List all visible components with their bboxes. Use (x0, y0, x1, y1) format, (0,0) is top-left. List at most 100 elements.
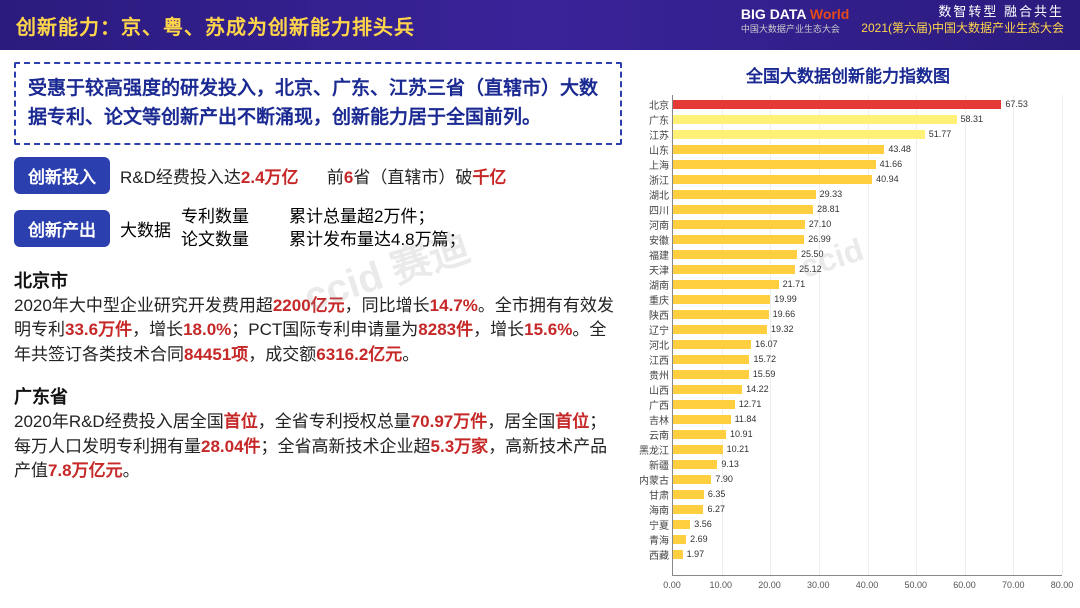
input-row: 创新投入 R&D经费投入达2.4万亿 前6省（直辖市）破千亿 (14, 157, 622, 194)
beijing-block: 北京市 2020年大中型企业研究开发费用超2200亿元，同比增长14.7%。全市… (14, 262, 622, 368)
bar-value: 40.94 (876, 174, 899, 184)
bar-label: 内蒙古 (629, 472, 669, 487)
bar-label: 山东 (629, 142, 669, 157)
bar-row: 河南27.10 (673, 217, 1062, 232)
bar-value: 21.71 (783, 279, 806, 289)
output-col2a: 专利数量 (181, 206, 249, 229)
bar-row: 上海41.66 (673, 157, 1062, 172)
bar-label: 福建 (629, 247, 669, 262)
x-tick: 30.00 (807, 580, 830, 590)
bar-row: 浙江40.94 (673, 172, 1062, 187)
bar-row: 贵州15.59 (673, 367, 1062, 382)
left-column: 受惠于较高强度的研发投入，北京、广东、江苏三省（直辖市）大数据专利、论文等创新产… (14, 62, 622, 600)
conf-line2: 2021(第六届)中国大数据产业生态大会 (861, 21, 1064, 37)
bar: 19.99 (673, 295, 770, 304)
bar-label: 广西 (629, 397, 669, 412)
em-text: 18.0% (183, 320, 231, 339)
summary-box: 受惠于较高强度的研发投入，北京、广东、江苏三省（直辖市）大数据专利、论文等创新产… (14, 62, 622, 145)
bar-row: 安徽26.99 (673, 232, 1062, 247)
bar-value: 2.69 (690, 534, 708, 544)
bar: 26.99 (673, 235, 804, 244)
em-text: 首位 (555, 412, 589, 431)
bar-value: 3.56 (694, 519, 712, 529)
bar-label: 广东 (629, 112, 669, 127)
logo: BIG DATA World 中国大数据产业生态大会 (741, 6, 849, 35)
em-text: 5.3万家 (431, 437, 489, 456)
bar-label: 山西 (629, 382, 669, 397)
bar: 1.97 (673, 550, 683, 559)
bar: 51.77 (673, 130, 925, 139)
bar: 19.32 (673, 325, 767, 334)
bar-label: 西藏 (629, 547, 669, 562)
bar: 27.10 (673, 220, 805, 229)
bar-row: 湖北29.33 (673, 187, 1062, 202)
bar-label: 吉林 (629, 412, 669, 427)
bar: 11.84 (673, 415, 731, 424)
plain-text: ，增长 (132, 320, 183, 339)
output-col2: 专利数量 论文数量 (181, 206, 249, 252)
x-tick: 50.00 (904, 580, 927, 590)
plain-text: ，增长 (473, 320, 524, 339)
bar-value: 51.77 (929, 129, 952, 139)
bar-value: 26.99 (808, 234, 831, 244)
bar-label: 湖北 (629, 187, 669, 202)
bar: 43.48 (673, 145, 884, 154)
input-pill: 创新投入 (14, 157, 110, 194)
t: R&D经费投入达 (120, 168, 241, 187)
bar-label: 云南 (629, 427, 669, 442)
bar-row: 甘肃6.35 (673, 487, 1062, 502)
em-text: 14.7% (430, 296, 478, 315)
bar-label: 浙江 (629, 172, 669, 187)
plain-text: ，同比增长 (345, 296, 430, 315)
bar-label: 河北 (629, 337, 669, 352)
x-tick: 70.00 (1002, 580, 1025, 590)
bar-row: 宁夏3.56 (673, 517, 1062, 532)
beijing-text: 2020年大中型企业研究开发费用超2200亿元，同比增长14.7%。全市拥有有效… (14, 294, 622, 368)
conf-line1: 数智转型 融合共生 (861, 4, 1064, 21)
bar-row: 江苏51.77 (673, 127, 1062, 142)
logo-world: World (810, 6, 849, 22)
bars-wrap: 北京67.53广东58.31江苏51.77山东43.48上海41.66浙江40.… (672, 95, 1062, 576)
bar: 12.71 (673, 400, 735, 409)
em: 6 (344, 168, 353, 187)
bar-row: 河北16.07 (673, 337, 1062, 352)
gridline (1062, 95, 1063, 575)
x-tick: 10.00 (709, 580, 732, 590)
em-text: 15.6% (524, 320, 572, 339)
bar-value: 10.21 (727, 444, 750, 454)
output-col2b: 论文数量 (181, 229, 249, 252)
bar: 10.21 (673, 445, 723, 454)
bar: 16.07 (673, 340, 751, 349)
bar-value: 67.53 (1005, 99, 1028, 109)
logo-sub: 中国大数据产业生态大会 (741, 22, 849, 35)
plain-text: 2020年R&D经费投入居全国 (14, 412, 224, 431)
bar: 21.71 (673, 280, 779, 289)
bar-value: 11.84 (735, 414, 757, 424)
bar-value: 19.99 (774, 294, 797, 304)
bar-label: 天津 (629, 262, 669, 277)
em-text: 84451项 (184, 345, 248, 364)
plain-text: 。 (402, 345, 419, 364)
x-tick: 0.00 (663, 580, 681, 590)
bar-row: 北京67.53 (673, 97, 1062, 112)
bar-row: 内蒙古7.90 (673, 472, 1062, 487)
chart-title: 全国大数据创新能力指数图 (630, 62, 1066, 87)
bar-row: 陕西19.66 (673, 307, 1062, 322)
bar-value: 12.71 (739, 399, 762, 409)
city-name-beijing: 北京市 (14, 268, 622, 294)
t: 省（直辖市）破 (353, 168, 472, 187)
bar-label: 江苏 (629, 127, 669, 142)
bar: 2.69 (673, 535, 686, 544)
em: 千亿 (472, 168, 506, 187)
bar-row: 新疆9.13 (673, 457, 1062, 472)
bar-value: 10.91 (730, 429, 753, 439)
bar-value: 6.27 (707, 504, 725, 514)
output-col3a: 累计总量超2万件； (289, 206, 466, 229)
city-name-guangdong: 广东省 (14, 384, 622, 410)
output-col1: 大数据 (120, 216, 171, 241)
em-text: 28.04件 (201, 437, 261, 456)
bar: 40.94 (673, 175, 872, 184)
bar-label: 宁夏 (629, 517, 669, 532)
bar-label: 黑龙江 (629, 442, 669, 457)
em-text: 7.8万亿元 (48, 461, 123, 480)
